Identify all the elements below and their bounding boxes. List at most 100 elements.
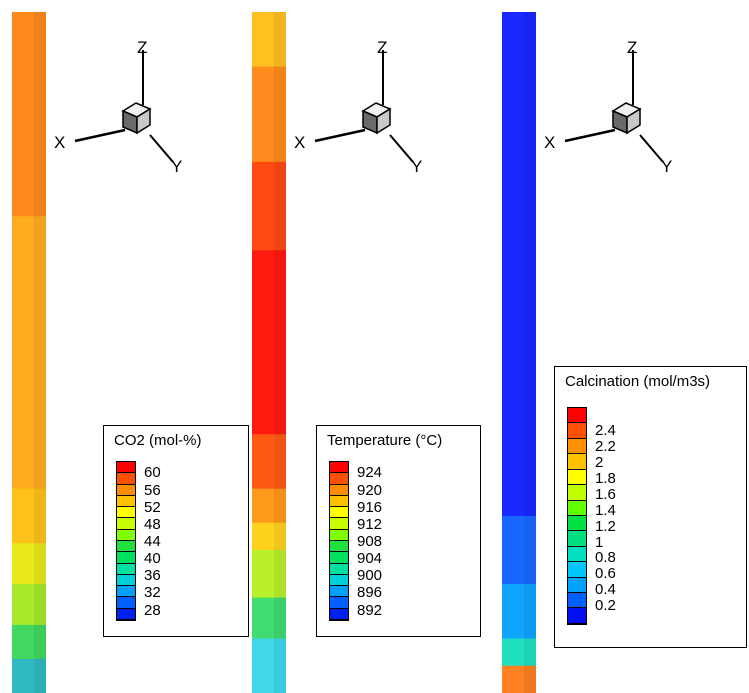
legend-tick-label: 924 — [357, 464, 383, 482]
legend-swatch — [330, 552, 348, 564]
contour-band — [252, 638, 286, 693]
legend-tick-label: 912 — [357, 515, 383, 533]
legend-swatch — [117, 529, 135, 541]
column-shading — [34, 12, 46, 693]
contour-band — [252, 522, 286, 551]
z-axis-label: Z — [627, 38, 637, 57]
legend-tick-label: 36 — [144, 567, 161, 585]
contour-band — [252, 12, 286, 68]
legend-tick-label: 28 — [144, 601, 161, 619]
contour-band — [252, 434, 286, 490]
z-axis-label: Z — [137, 38, 147, 57]
contour-band — [12, 658, 46, 693]
calcination-legend: Calcination (mol/m3s) 2.4 2.2 2 1.8 1.6 1.4 1.… — [554, 366, 747, 648]
co2-legend: CO2 (mol-%) 60 56 52 48 44 40 36 32 28 — [103, 425, 249, 637]
legend-tick-label: 48 — [144, 515, 161, 533]
legend-swatch — [330, 495, 348, 508]
legend-swatch — [117, 540, 135, 553]
legend-swatch — [117, 473, 135, 485]
contour-band — [252, 597, 286, 640]
column-shading — [274, 12, 286, 693]
co2-legend-title: CO2 (mol-%) — [114, 432, 202, 449]
legend-tick-label: 44 — [144, 533, 161, 550]
legend-tick-label: 2.4 — [595, 422, 616, 440]
contour-band — [12, 488, 46, 545]
legend-swatch — [117, 518, 135, 530]
contour-band — [502, 665, 536, 693]
z-axis-label: Z — [377, 38, 387, 57]
contour-band — [12, 543, 46, 586]
y-axis-label: Y — [661, 157, 672, 175]
temperature-panel: Z X Y Temperature (°C) 924 920 916 912 908 90… — [240, 0, 490, 693]
contour-band — [12, 624, 46, 660]
x-axis-label: X — [544, 133, 555, 152]
legend-tick-label: 0.8 — [595, 549, 616, 567]
legend-tick-label: 32 — [144, 584, 161, 602]
legend-swatch — [117, 586, 135, 598]
legend-tick-label: 0.6 — [595, 565, 616, 583]
legend-tick-label: 1.2 — [595, 517, 616, 535]
legend-tick-label: 892 — [357, 601, 383, 619]
legend-swatch — [330, 484, 348, 496]
legend-tick-label: 908 — [357, 533, 383, 550]
co2-color-scale — [116, 461, 136, 621]
legend-swatch — [330, 608, 348, 620]
contour-band — [12, 216, 46, 490]
legend-swatch — [330, 518, 348, 530]
legend-swatch — [117, 484, 135, 496]
legend-swatch — [117, 552, 135, 564]
legend-tick-label: 1.6 — [595, 485, 616, 503]
contour-band — [252, 488, 286, 524]
legend-swatch — [330, 507, 348, 519]
legend-tick-label: 916 — [357, 498, 383, 516]
legend-swatch — [568, 608, 586, 624]
legend-swatch — [568, 562, 586, 578]
calcination-axis-triad: Z X Y — [544, 38, 672, 175]
legend-swatch — [330, 597, 348, 609]
column-shading — [524, 12, 536, 693]
legend-tick-label: 920 — [357, 481, 383, 499]
legend-tick-label: 2 — [595, 454, 604, 472]
contour-band — [252, 549, 286, 599]
co2-contour-column — [12, 12, 46, 693]
x-axis-label: X — [54, 133, 65, 152]
legend-swatch — [330, 540, 348, 553]
temperature-legend-title: Temperature (°C) — [327, 432, 443, 449]
legend-swatch — [568, 500, 586, 516]
legend-swatch — [117, 597, 135, 609]
contour-band — [252, 250, 286, 436]
calcination-contour-column — [502, 12, 536, 693]
legend-tick-label: 904 — [357, 550, 383, 568]
co2-axis-triad: Z X Y — [54, 38, 182, 175]
legend-swatch — [330, 563, 348, 575]
co2-panel: Z X Y CO2 (mol-%) 60 56 52 48 44 40 36 32 28 — [0, 0, 250, 693]
calcination-color-scale — [567, 407, 587, 625]
contour-band — [502, 12, 536, 517]
y-axis-label: Y — [411, 157, 422, 175]
legend-tick-label: 60 — [144, 464, 161, 482]
legend-tick-label: 0.4 — [595, 581, 616, 599]
contour-band — [12, 12, 46, 218]
legend-swatch — [330, 574, 348, 587]
legend-swatch — [330, 586, 348, 598]
legend-swatch — [117, 462, 135, 474]
legend-swatch — [568, 546, 586, 563]
temperature-axis-triad: Z X Y — [294, 38, 422, 175]
legend-swatch — [568, 469, 586, 486]
legend-tick-label: 896 — [357, 584, 383, 602]
contour-band — [502, 515, 536, 586]
legend-tick-label: 900 — [357, 567, 383, 585]
legend-swatch — [568, 531, 586, 547]
legend-swatch — [330, 462, 348, 474]
legend-swatch — [568, 485, 586, 501]
legend-swatch — [568, 423, 586, 439]
legend-tick-label: 0.2 — [595, 597, 616, 615]
legend-tick-label: 1 — [595, 533, 604, 551]
legend-swatch — [117, 507, 135, 519]
legend-swatch — [330, 473, 348, 485]
legend-swatch — [568, 593, 586, 609]
legend-swatch — [568, 454, 586, 470]
temperature-contour-column — [252, 12, 286, 693]
legend-swatch — [117, 608, 135, 620]
legend-swatch — [117, 574, 135, 587]
